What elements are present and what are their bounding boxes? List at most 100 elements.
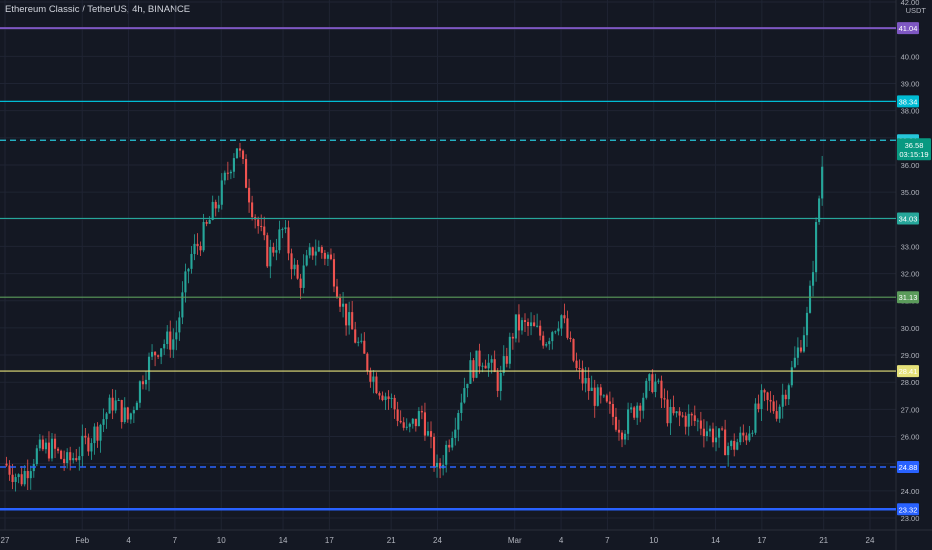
y-tick-label: 27.00 — [901, 405, 920, 414]
candle-body — [711, 428, 715, 443]
candle-body — [560, 315, 563, 329]
candle-body — [241, 150, 245, 160]
candle-body — [111, 397, 114, 411]
level-badge-label: 31.13 — [899, 293, 918, 302]
candle-body — [699, 420, 702, 429]
candle-body — [278, 229, 281, 251]
candle-body — [599, 387, 602, 396]
candle-body — [454, 429, 457, 438]
candle-body — [602, 395, 605, 397]
candle-body — [514, 314, 517, 339]
candle-body — [487, 362, 490, 369]
candle-body — [196, 243, 199, 247]
candle-body — [545, 344, 548, 346]
candle-body — [26, 471, 29, 479]
candle-body — [584, 378, 587, 384]
candle-body — [763, 390, 766, 393]
level-badge — [897, 212, 919, 225]
candle-body — [481, 365, 484, 367]
candle-body — [269, 247, 272, 267]
candle-body — [20, 474, 23, 485]
candle-body — [672, 406, 675, 414]
candle-body — [375, 376, 378, 394]
candle-body — [411, 418, 414, 424]
candle-body — [805, 312, 809, 336]
candle-body — [739, 432, 742, 443]
candle-body — [451, 437, 454, 448]
candle-body — [654, 381, 657, 393]
candle-body — [581, 368, 584, 384]
candle-body — [596, 387, 599, 406]
candle-body — [220, 180, 223, 205]
candle-body — [472, 360, 475, 378]
candle-body — [393, 397, 396, 410]
candle-body — [320, 247, 323, 253]
candle-body — [705, 431, 708, 437]
candle-body — [639, 405, 642, 411]
candle-body — [248, 187, 251, 203]
level-badge — [897, 22, 919, 35]
candle-body — [696, 420, 699, 422]
candle-body — [815, 222, 818, 273]
candle-body — [72, 458, 75, 461]
candle-body — [642, 397, 645, 411]
candle-body — [408, 423, 411, 427]
candle-body — [566, 318, 569, 338]
candle-body — [730, 440, 733, 447]
candle-body — [78, 456, 81, 461]
candle-body — [666, 399, 669, 424]
candle-body — [475, 350, 478, 378]
candle-body — [557, 328, 560, 332]
candle-body — [205, 222, 208, 224]
x-tick-label: 14 — [279, 536, 288, 545]
candle-body — [575, 360, 578, 369]
candle-body — [150, 351, 154, 357]
candle-body — [226, 172, 229, 174]
candle-body — [605, 395, 608, 402]
y-tick-label: 28.00 — [901, 378, 920, 387]
candle-body — [678, 411, 681, 416]
candle-body — [166, 331, 169, 345]
candle-body — [781, 394, 784, 407]
candle-body — [466, 383, 469, 389]
candle-body — [520, 320, 524, 331]
candle-body — [23, 471, 26, 485]
candle-body — [457, 413, 460, 430]
candle-body — [578, 368, 581, 370]
candle-body — [35, 448, 38, 465]
candle-body — [463, 388, 466, 403]
y-tick-label: 39.00 — [901, 79, 920, 88]
candle-body — [351, 312, 354, 330]
y-tick-label: 23.00 — [901, 514, 920, 523]
candle-body — [608, 401, 611, 404]
candle-body — [572, 339, 575, 361]
level-badge-label: 24.88 — [899, 463, 918, 472]
candle-body — [511, 336, 514, 339]
candle-body — [490, 359, 493, 363]
y-tick-label: 40.00 — [901, 52, 920, 61]
candle-body — [69, 452, 72, 461]
candle-body — [81, 435, 84, 457]
candle-body — [345, 303, 348, 326]
candle-body — [93, 426, 96, 444]
candle-body — [314, 251, 317, 256]
candle-body — [633, 407, 636, 418]
candle-body — [733, 440, 736, 450]
candle-body — [784, 394, 787, 400]
candle-body — [620, 432, 624, 440]
candle-body — [8, 465, 11, 475]
candle-body — [790, 367, 793, 386]
y-tick-label: 35.00 — [901, 188, 920, 197]
candle-body — [614, 416, 618, 430]
candle-body — [332, 259, 336, 287]
candle-body — [727, 446, 730, 456]
level-badge — [897, 365, 919, 378]
candle-body — [757, 403, 760, 409]
candle-body — [366, 353, 369, 371]
candle-body — [420, 411, 423, 413]
level-badge-label: 38.34 — [899, 97, 918, 106]
candle-body — [217, 204, 220, 209]
candle-body — [57, 448, 60, 451]
candle-body — [378, 393, 381, 396]
